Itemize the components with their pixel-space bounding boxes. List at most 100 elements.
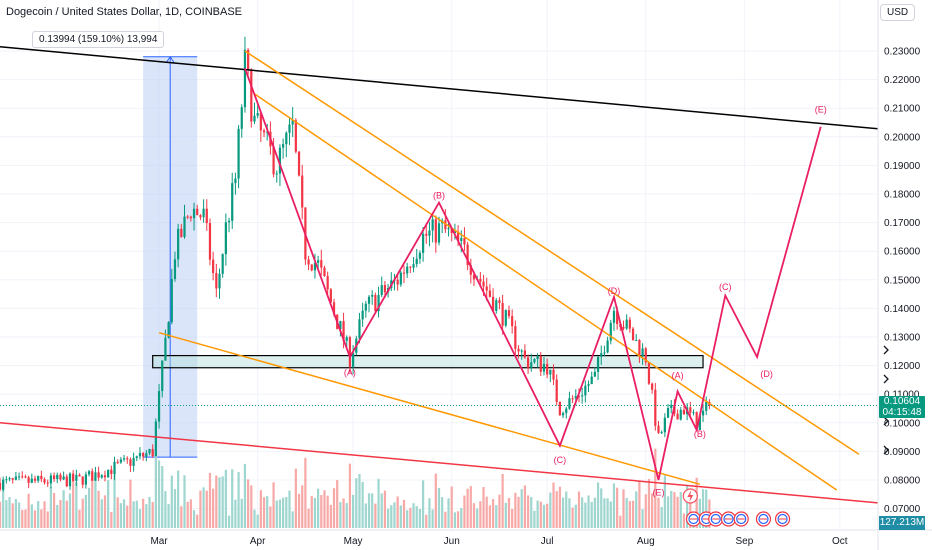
volume-bar (59, 499, 62, 528)
candle-body (600, 353, 603, 357)
candle-body (339, 321, 342, 330)
candle-body (488, 290, 492, 297)
candle-body (2, 479, 5, 490)
candle-body (542, 363, 546, 372)
candle-body (227, 220, 231, 223)
volume-bar (142, 498, 145, 528)
candle-body (498, 300, 501, 303)
candle-body (202, 208, 205, 218)
volume-bar (654, 448, 657, 528)
candle-body (199, 215, 202, 218)
candle-body (526, 357, 530, 368)
candle-body (167, 322, 170, 338)
y-tick-label: 0.10000 (884, 418, 921, 429)
volume-bar (495, 505, 498, 528)
candle-body (212, 259, 215, 274)
candle-body (596, 356, 600, 372)
volume-bar (421, 480, 425, 528)
currency-button[interactable]: USD (880, 4, 916, 21)
candle-body (568, 398, 571, 409)
support-zone[interactable] (152, 354, 704, 369)
volume-bar (698, 498, 701, 528)
axis-arrow-icon (883, 345, 889, 355)
volume-bar (441, 497, 444, 528)
candle-body (5, 479, 8, 481)
candle-body (456, 231, 460, 242)
candle-body (418, 252, 422, 259)
candle-body (491, 296, 495, 311)
volume-bar (555, 491, 558, 528)
wave-path (244, 67, 822, 481)
volume-bar (546, 503, 549, 528)
volume-bar (164, 491, 167, 528)
candle-body (412, 264, 415, 268)
candle-body (173, 259, 177, 280)
y-tick-label: 0.14000 (884, 304, 921, 315)
volume-bar (75, 482, 78, 528)
volume-bar (65, 500, 68, 528)
measure-arrow-icon (165, 55, 175, 63)
candle-body (348, 337, 352, 367)
y-tick-label: 0.07000 (884, 504, 921, 515)
volume-bar (173, 489, 177, 528)
elliott-wave[interactable]: (B) (A) (C) (D) (E) (A) (B) (C) (D) (E) (244, 67, 827, 498)
volume-bar (339, 502, 342, 528)
volume-bar (574, 504, 577, 528)
volume-bar (367, 493, 371, 528)
volume-bar (107, 479, 110, 528)
volume-bar (237, 471, 240, 528)
candle-body (593, 371, 596, 377)
x-tick-label: Oct (832, 536, 848, 547)
candle-body (126, 458, 129, 460)
candle-body (332, 302, 336, 315)
volume-bar (498, 494, 501, 528)
candle-body (447, 228, 450, 230)
volume-bar (148, 496, 151, 528)
y-tick-label: 0.18000 (884, 190, 921, 201)
wave-label: (C) (554, 455, 567, 465)
y-tick-label: 0.08000 (884, 476, 921, 487)
volume-bar (266, 496, 269, 528)
candle-body (507, 310, 511, 317)
candle-body (670, 404, 673, 408)
volume-bar (62, 490, 65, 528)
candle-body (402, 272, 406, 274)
volume-bar (523, 485, 527, 528)
volume-bar (666, 496, 670, 528)
volume-bar (399, 505, 402, 528)
trend-lines[interactable] (0, 45, 879, 504)
event-markers[interactable] (682, 488, 791, 527)
volume-bars (0, 448, 711, 528)
candle-body (625, 319, 628, 329)
volume-bar (17, 502, 21, 528)
volume-bar (351, 494, 355, 528)
volume-bar (402, 499, 406, 528)
candle-body (180, 228, 183, 237)
volume-bar (386, 508, 390, 528)
volume-bar (272, 482, 275, 528)
volume-bar (348, 463, 352, 528)
candle-body (587, 384, 590, 386)
candle-body (374, 294, 377, 312)
measure-tool[interactable] (143, 55, 198, 458)
candle-body (606, 340, 609, 353)
volume-bar (460, 508, 463, 528)
candle-body (285, 132, 288, 145)
candle-body (616, 310, 619, 325)
candle-body (558, 401, 561, 416)
candle-body (460, 237, 463, 242)
candle-body (297, 151, 301, 176)
candle-body (453, 231, 457, 233)
volume-bar (116, 497, 119, 528)
volume-bar (571, 507, 574, 528)
candle-body (628, 319, 631, 329)
candle-body (196, 208, 199, 216)
candle-body (631, 328, 635, 341)
wave-label: (E) (815, 104, 827, 114)
candle-body (97, 472, 100, 478)
candle-body (323, 267, 326, 277)
volume-bar (619, 515, 622, 528)
volume-bar (631, 500, 635, 528)
volume-bar (380, 493, 383, 528)
